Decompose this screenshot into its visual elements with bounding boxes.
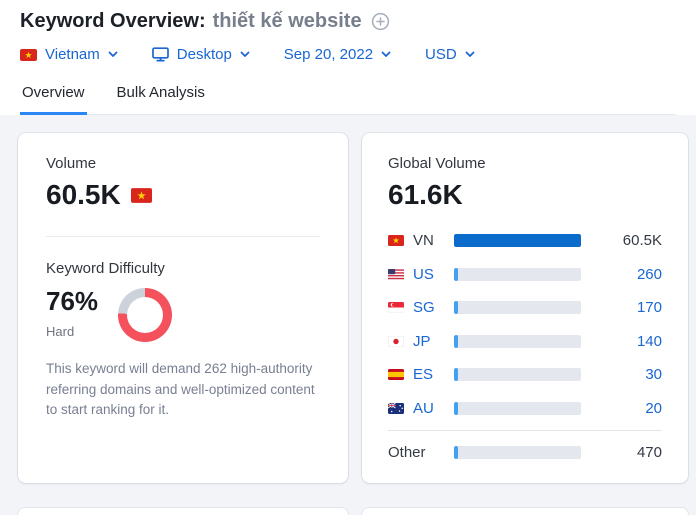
title-row: Keyword Overview: thiết kế website [20,10,676,33]
country-row-vn: VN 60.5K [388,224,662,258]
filter-bar: Vietnam Desktop Sep 20, 2022 [20,46,676,63]
country-code-link[interactable]: US [413,265,434,283]
country-volume-value[interactable]: 30 [645,366,662,384]
volume-bar [454,368,581,382]
country-volume-value[interactable]: 260 [636,265,662,283]
page-title: Keyword Overview: [20,10,206,32]
country-row-es: ES 30 [388,358,662,392]
country-row-sg: SG 170 [388,291,662,325]
vietnam-flag-icon [130,187,152,203]
jp-flag-icon [388,335,404,347]
country-volume-value: 60.5K [622,232,662,250]
country-filter-label: Vietnam [45,46,100,63]
vn-flag-icon [388,235,404,247]
chevron-down-icon [381,51,391,58]
kd-level-label: Hard [46,324,75,339]
us-flag-icon [388,268,404,280]
volume-bar [454,301,581,315]
keyword-difficulty-row: 76% Hard [46,286,320,342]
chevron-down-icon [465,51,475,58]
chevron-down-icon [108,51,118,58]
device-filter[interactable]: Desktop [151,46,250,63]
vietnam-flag-icon [20,48,37,61]
card-divider [46,236,320,237]
volume-bar [454,234,581,248]
country-volume-value[interactable]: 170 [636,299,662,317]
volume-bar [454,267,581,281]
es-flag-icon [388,369,404,381]
date-filter[interactable]: Sep 20, 2022 [284,46,391,63]
global-volume-card: Global Volume 61.6K VN 60.5K US [362,133,688,483]
global-volume-value: 61.6K [388,179,463,210]
circle-plus-icon [371,12,390,31]
volume-value: 60.5K [46,179,121,210]
currency-filter-label: USD [425,46,457,63]
country-volume-value: 470 [636,444,662,462]
country-row-au: AU 20 [388,392,662,426]
kd-donut-chart [118,288,173,342]
volume-label: Volume [46,155,97,172]
country-row-jp: JP 140 [388,325,662,359]
device-filter-label: Desktop [176,46,232,63]
keyword-difficulty-label: Keyword Difficulty [46,260,165,277]
tab-bulk-analysis[interactable]: Bulk Analysis [116,84,205,101]
next-row-card-partial [362,508,688,515]
chevron-down-icon [240,51,250,58]
country-code-link[interactable]: ES [413,366,434,384]
volume-bar [454,446,581,460]
country-code-link[interactable]: SG [413,299,435,317]
country-filter[interactable]: Vietnam [20,46,118,63]
country-code: VN [413,232,434,250]
other-label: Other [388,444,426,462]
other-row-divider [388,430,662,431]
page-header: Keyword Overview: thiết kế website Vietn… [0,0,696,115]
content-area: Volume 60.5K Keyword Difficulty 76% Hard… [0,115,696,515]
country-row-us: US 260 [388,258,662,292]
currency-filter[interactable]: USD [425,46,475,63]
volume-bar [454,401,581,415]
volume-bar [454,334,581,348]
tab-bar: Overview Bulk Analysis [20,78,676,115]
desktop-monitor-icon [151,47,169,62]
country-code-link[interactable]: AU [413,399,434,417]
next-row-card-partial [18,508,348,515]
add-keyword-button[interactable] [371,12,390,31]
volume-value-row: 60.5K [46,179,320,211]
tab-overview[interactable]: Overview [20,78,87,115]
country-volume-list: VN 60.5K US 260 SG [388,224,662,470]
volume-card: Volume 60.5K Keyword Difficulty 76% Hard… [18,133,348,483]
date-filter-label: Sep 20, 2022 [283,46,374,63]
country-code-link[interactable]: JP [413,332,431,350]
country-volume-value[interactable]: 20 [645,399,662,417]
kd-percent-value: 76% [46,286,99,316]
au-flag-icon [388,402,404,414]
page-title-keyword: thiết kế website [212,10,362,32]
country-row-other: Other 470 [388,436,662,470]
global-volume-label: Global Volume [388,155,486,172]
country-volume-value[interactable]: 140 [636,332,662,350]
kd-description: This keyword will demand 262 high-author… [46,361,315,418]
sg-flag-icon [388,302,404,314]
